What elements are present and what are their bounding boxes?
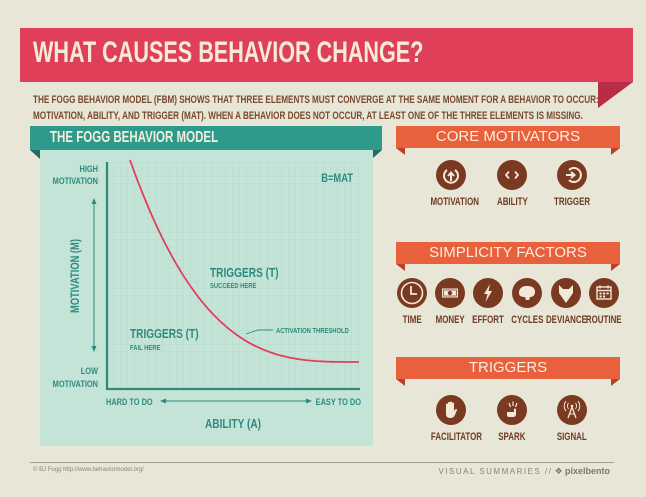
simplicity-factor-deviance: DEVIANCE [536, 278, 596, 328]
simplicity-factor-label: EFFORT [472, 314, 504, 326]
enter-arrow-icon [557, 160, 587, 190]
y-high-label-1: HIGH [80, 163, 98, 174]
triggers-title: TRIGGERS [468, 359, 548, 376]
core-motivators-fold-left [396, 148, 405, 155]
trigger-signal: SIGNAL [542, 395, 602, 445]
simplicity-factor-money: MONEY [420, 278, 480, 328]
lightning-icon [473, 278, 503, 308]
footer-branding: VISUAL SUMMARIES // ❖ pixelbento [438, 466, 610, 477]
simplicity-factors-fold-left [396, 264, 405, 271]
simplicity-factor-cycles: CYCLES [497, 278, 557, 328]
footer-series: VISUAL SUMMARIES // [438, 467, 553, 476]
y-axis-title: MOTIVATION (M) [69, 239, 82, 313]
clock-icon [397, 278, 427, 308]
description-line-1: THE FOGG BEHAVIOR MODEL (FBM) SHOWS THAT… [33, 94, 599, 106]
chart-grid [106, 162, 360, 389]
activation-threshold-label: ACTIVATION THRESHOLD [276, 327, 349, 335]
x-high-label: EASY TO DO [316, 396, 362, 407]
x-low-label: HARD TO DO [106, 396, 153, 407]
y-arrow-down-icon [91, 346, 97, 352]
success-subtitle: SUCCEED HERE [210, 282, 257, 290]
behavior-model-chart: HIGH MOTIVATION LOW MOTIVATION MOTIVATIO… [53, 159, 362, 431]
title-banner-fold [598, 82, 633, 108]
simplicity-factor-routine: ROUTINE [574, 278, 634, 328]
calendar-icon [589, 278, 619, 308]
power-arrow-up-icon [436, 160, 466, 190]
model-title: THE FOGG BEHAVIOR MODEL [50, 129, 219, 146]
core-motivators-title: CORE MOTIVATORS [435, 128, 581, 145]
footer-brand: pixelbento [564, 466, 610, 476]
trigger-label: FACILITATOR [430, 431, 482, 443]
y-low-label-2: MOTIVATION [53, 378, 98, 389]
triggers-fold-left [396, 379, 405, 386]
simplicity-factor-label: CYCLES [510, 314, 544, 326]
brain-icon [512, 278, 542, 308]
simplicity-factors-title: SIMPLICITY FACTORS [429, 244, 587, 261]
core-motivator-trigger: TRIGGER [542, 160, 602, 210]
core-motivators-fold-right [611, 148, 620, 155]
code-brackets-icon [497, 160, 527, 190]
success-title: TRIGGERS (T) [210, 266, 279, 280]
activation-threshold-curve [129, 159, 359, 363]
simplicity-factor-label: MONEY [435, 314, 465, 326]
y-low-label-1: LOW [81, 365, 99, 376]
simplicity-factor-label: ROUTINE [586, 314, 622, 326]
triggers-fold-right [611, 379, 620, 386]
core-motivator-label: MOTIVATION [430, 196, 479, 208]
footer-divider [30, 462, 614, 463]
trigger-label: SIGNAL [557, 431, 587, 443]
simplicity-factor-effort: EFFORT [458, 278, 518, 328]
trigger-spark: SPARK [482, 395, 542, 445]
core-motivator-motivation: MOTIVATION [421, 160, 481, 210]
description-line-2: MOTIVATION, ABILITY, AND TRIGGER (MAT). … [33, 110, 583, 122]
core-motivators-banner [396, 126, 620, 148]
pixelbento-logo-icon: ❖ [554, 466, 563, 476]
simplicity-factor-label: TIME [402, 314, 422, 326]
fail-subtitle: FAIL HERE [130, 344, 161, 352]
simplicity-factors-banner [396, 242, 620, 264]
x-axis-title: ABILITY (A) [205, 417, 261, 431]
trigger-label: SPARK [498, 431, 526, 443]
triggers-banner [396, 357, 620, 379]
footer-credit: © BJ Fogg http://www.behaviormodel.org/ [33, 467, 144, 473]
simplicity-factor-time: TIME [382, 278, 442, 328]
simplicity-factors-fold-right [611, 264, 620, 271]
x-arrow-left-icon [160, 398, 166, 404]
x-arrow-right-icon [306, 398, 312, 404]
model-header-fold-right [372, 150, 382, 159]
model-header-fold-left [30, 150, 40, 159]
fail-title: TRIGGERS (T) [130, 327, 199, 341]
title-banner [20, 28, 633, 82]
simplicity-factor-label: DEVIANCE [545, 314, 587, 326]
formula-label: B=MAT [321, 172, 353, 185]
antenna-icon [557, 395, 587, 425]
model-header-banner [30, 126, 382, 150]
core-motivator-label: TRIGGER [553, 196, 591, 208]
y-arrow-up-icon [91, 198, 97, 204]
y-high-label-2: MOTIVATION [53, 175, 98, 186]
core-motivator-ability: ABILITY [482, 160, 542, 210]
spark-hand-icon [497, 395, 527, 425]
trigger-facilitator: FACILITATOR [421, 395, 482, 445]
hand-icon [436, 395, 466, 425]
activation-threshold-pointer [245, 329, 273, 335]
core-motivator-label: ABILITY [496, 196, 528, 208]
page-title: WHAT CAUSES BEHAVIOR CHANGE? [33, 36, 424, 69]
wolf-icon [551, 278, 581, 308]
banknote-icon [435, 278, 465, 308]
